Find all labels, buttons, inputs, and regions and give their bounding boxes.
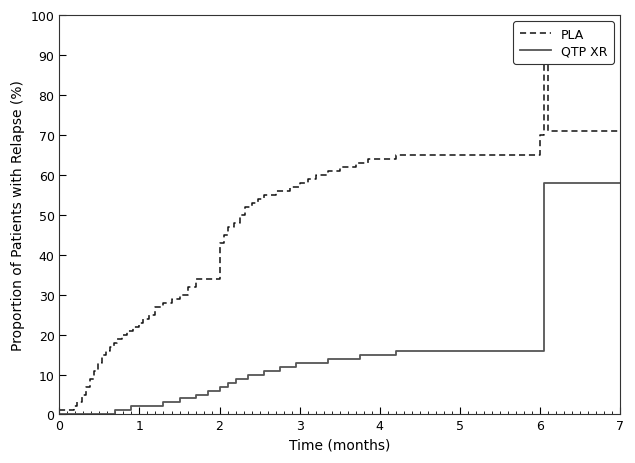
QTP XR (308, 360, 316, 366)
QTP XR (616, 181, 624, 186)
QTP XR (224, 384, 231, 389)
PLA (248, 200, 255, 206)
PLA (616, 129, 624, 134)
QTP XR (56, 412, 64, 417)
PLA (216, 276, 224, 282)
PLA (544, 53, 552, 59)
QTP XR (292, 364, 300, 369)
PLA (159, 304, 167, 310)
Legend: PLA, QTP XR: PLA, QTP XR (513, 22, 613, 64)
PLA (540, 53, 547, 59)
PLA (56, 408, 64, 413)
PLA (113, 340, 121, 345)
QTP XR (540, 181, 547, 186)
QTP XR (616, 181, 624, 186)
Line: QTP XR: QTP XR (60, 183, 620, 414)
QTP XR (392, 352, 399, 357)
QTP XR (216, 388, 224, 394)
PLA (118, 332, 126, 338)
Y-axis label: Proportion of Patients with Relapse (%): Proportion of Patients with Relapse (%) (11, 80, 25, 350)
X-axis label: Time (months): Time (months) (289, 438, 391, 452)
Line: PLA: PLA (60, 56, 620, 411)
